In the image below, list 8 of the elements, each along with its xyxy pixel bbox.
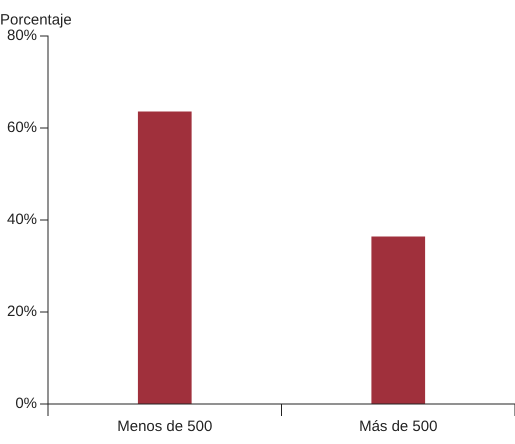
y-axis-title: Porcentaje xyxy=(0,12,72,29)
x-tick-label: Más de 500 xyxy=(359,418,438,436)
y-tick-label: 0% xyxy=(15,395,38,412)
y-tick-label: 80% xyxy=(6,27,38,44)
y-tick-label: 60% xyxy=(6,119,38,136)
y-tick-label: 40% xyxy=(6,211,38,228)
y-tick-label: 20% xyxy=(6,303,38,320)
x-tick-label: Menos de 500 xyxy=(117,418,212,436)
